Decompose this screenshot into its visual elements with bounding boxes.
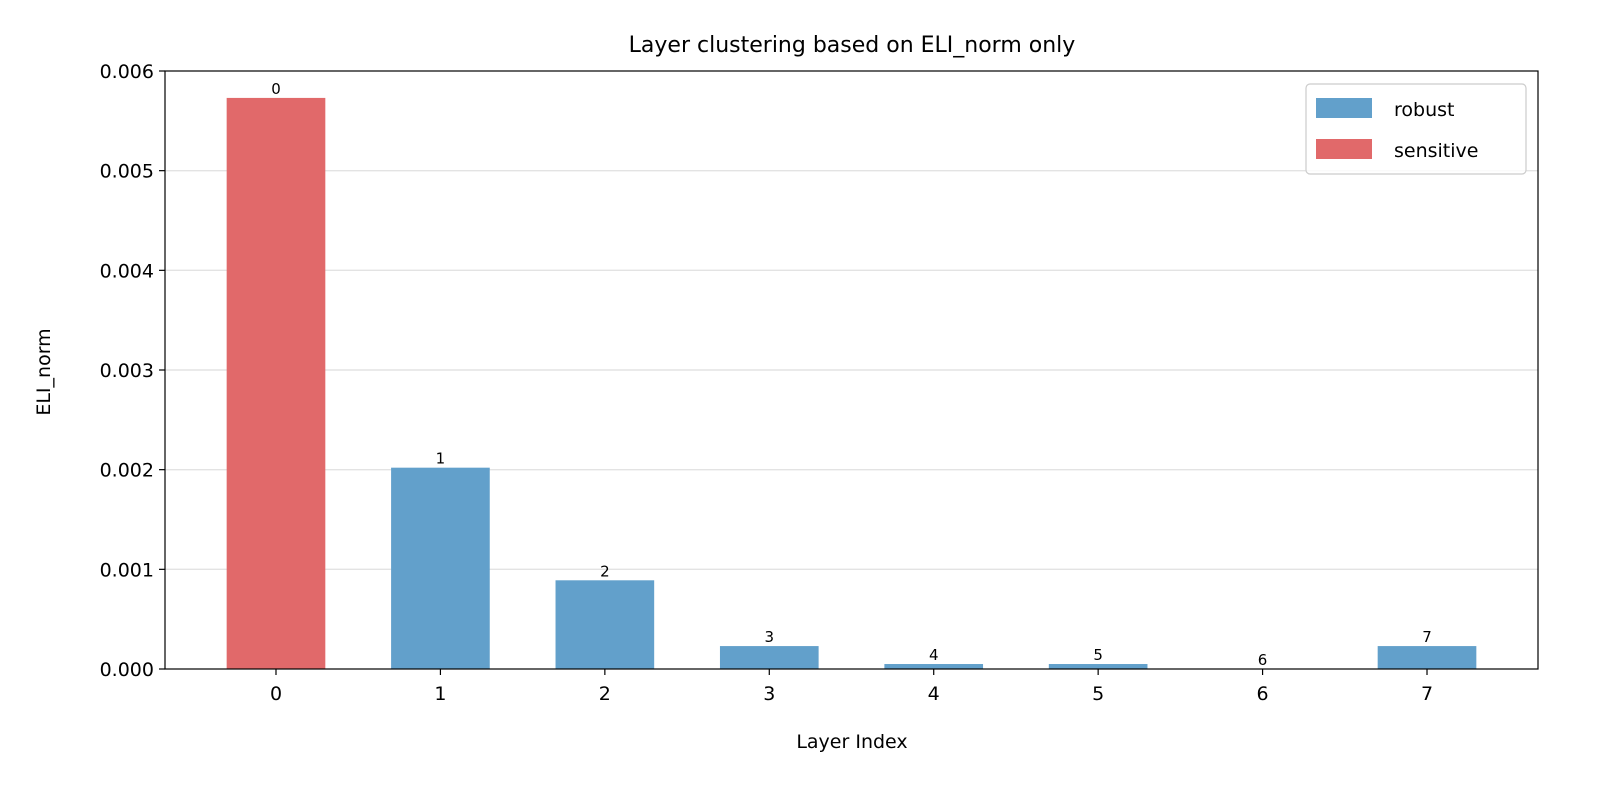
bar-labels: 0 1 2 3 4 5 6 7 xyxy=(271,80,1432,669)
x-tick-label: 3 xyxy=(763,683,775,705)
y-axis-label: ELI_norm xyxy=(33,328,55,415)
x-tick-label: 4 xyxy=(928,683,940,705)
y-tick-label: 0.002 xyxy=(100,460,154,482)
x-axis: 0 1 2 3 4 5 6 7 xyxy=(270,669,1433,705)
y-tick-label: 0.006 xyxy=(100,61,154,83)
bar-2-robust xyxy=(555,580,655,669)
y-tick-label: 0.005 xyxy=(100,161,154,183)
bar-value-label: 5 xyxy=(1093,646,1103,664)
bar-5-robust xyxy=(1048,664,1148,669)
bar-3-robust xyxy=(719,646,819,669)
bar-1-robust xyxy=(391,467,490,669)
bar-value-label: 3 xyxy=(765,628,775,646)
y-tick-label: 0.003 xyxy=(100,360,154,382)
chart-title: Layer clustering based on ELI_norm only xyxy=(629,33,1076,58)
x-tick-label: 0 xyxy=(270,683,282,705)
y-tick-label: 0.001 xyxy=(100,559,154,581)
legend-swatch-sensitive xyxy=(1316,139,1372,159)
x-tick-label: 1 xyxy=(434,683,446,705)
bar-value-label: 4 xyxy=(929,646,939,664)
bar-4-robust xyxy=(884,664,984,669)
grid-lines xyxy=(165,169,1538,571)
bar-value-label: 0 xyxy=(271,80,281,98)
x-tick-label: 5 xyxy=(1092,683,1104,705)
x-tick-label: 7 xyxy=(1421,683,1433,705)
y-tick-label: 0.004 xyxy=(100,260,154,282)
legend-label-robust: robust xyxy=(1394,99,1454,121)
x-tick-label: 2 xyxy=(599,683,611,705)
bar-value-label: 2 xyxy=(600,562,610,580)
bar-0-sensitive xyxy=(226,97,326,669)
bar-value-label: 1 xyxy=(436,450,446,468)
bars xyxy=(226,97,1477,669)
bar-7-robust xyxy=(1377,646,1477,669)
bar-value-label: 6 xyxy=(1258,651,1268,669)
x-axis-label: Layer Index xyxy=(796,731,907,753)
y-axis: 0.000 0.001 0.002 0.003 0.004 0.005 0.006 xyxy=(100,61,165,681)
legend-swatch-robust xyxy=(1316,98,1372,118)
legend: robust sensitive xyxy=(1305,83,1527,175)
bar-value-label: 7 xyxy=(1422,628,1432,646)
y-tick-label: 0.000 xyxy=(100,659,154,681)
legend-label-sensitive: sensitive xyxy=(1394,140,1478,162)
x-tick-label: 6 xyxy=(1257,683,1269,705)
